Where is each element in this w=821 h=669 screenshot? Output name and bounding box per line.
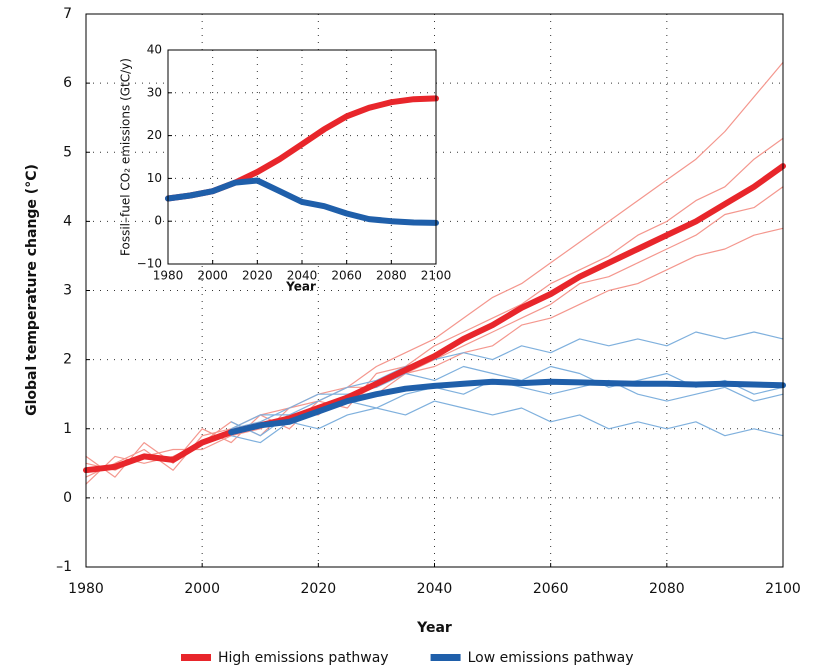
emission-line — [165, 177, 439, 226]
x-tick-label: 2040 — [287, 269, 318, 283]
x-tick-label: 1980 — [68, 581, 104, 597]
inset-x-axis-label: Year — [285, 280, 316, 294]
ensemble-line — [230, 331, 784, 430]
x-tick-label: 2020 — [242, 269, 273, 283]
inset-frame — [167, 49, 437, 265]
y-tick-label: 5 — [63, 144, 72, 160]
y-axis-label: Global temperature change (°C) — [24, 164, 40, 416]
inset-y-axis-label: Fossil–fuel CO₂ emissions (GtC/y) — [119, 58, 133, 256]
ensemble-line — [230, 365, 784, 430]
x-tick-label: 2000 — [197, 269, 228, 283]
y-tick-label: 2 — [63, 352, 72, 368]
y-tick-label: 1 — [63, 421, 72, 437]
plot-frame — [85, 13, 784, 568]
x-tick-label: 2060 — [533, 581, 569, 597]
legend-swatch — [430, 654, 461, 661]
y-tick-label: –1 — [56, 559, 72, 575]
y-tick-label: 40 — [147, 43, 162, 57]
x-tick-label: 2080 — [649, 581, 685, 597]
y-tick-label: 20 — [147, 128, 162, 142]
mean-line — [228, 378, 786, 436]
y-tick-label: −10 — [137, 257, 162, 271]
mean-line — [83, 163, 786, 474]
ensemble-line — [85, 227, 784, 471]
ensemble-line — [85, 61, 784, 478]
ensemble-line — [230, 400, 784, 444]
x-tick-label: 2100 — [421, 269, 452, 283]
y-tick-label: 4 — [63, 213, 72, 229]
y-tick-label: 10 — [147, 171, 162, 185]
inset-background — [168, 50, 436, 264]
legend-label: Low emissions pathway — [468, 650, 634, 666]
x-tick-label: 1980 — [153, 269, 184, 283]
y-tick-label: 0 — [63, 490, 72, 506]
x-tick-label: 2100 — [765, 581, 801, 597]
x-tick-label: 2060 — [331, 269, 362, 283]
legend-label: High emissions pathway — [218, 650, 389, 666]
y-tick-label: 3 — [63, 283, 72, 299]
y-tick-label: 30 — [147, 85, 162, 99]
y-tick-label: 0 — [154, 214, 162, 228]
x-tick-label: 2020 — [301, 581, 337, 597]
legend-swatch — [181, 654, 211, 661]
y-tick-label: 7 — [63, 6, 72, 22]
x-axis-label: Year — [416, 620, 452, 636]
x-tick-label: 2000 — [184, 581, 220, 597]
x-tick-label: 2080 — [376, 269, 407, 283]
x-tick-label: 2040 — [417, 581, 453, 597]
y-tick-label: 6 — [63, 75, 72, 91]
